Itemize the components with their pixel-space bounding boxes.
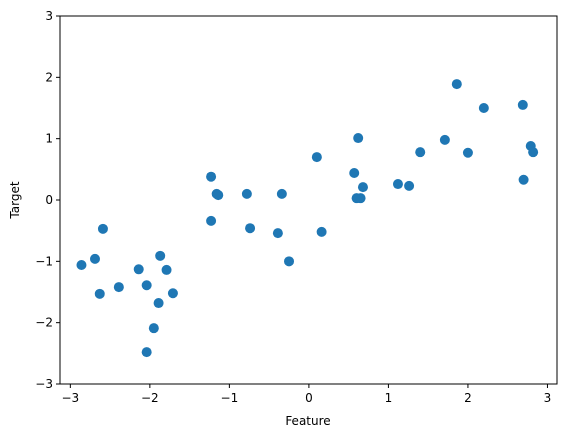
point (141, 280, 152, 291)
point (353, 133, 364, 144)
point (451, 79, 462, 90)
point (357, 182, 368, 193)
point (517, 99, 528, 110)
x-tick-label: 0 (305, 391, 313, 405)
y-tick-label: −3 (35, 377, 53, 391)
point (355, 193, 366, 204)
plot-frame (59, 15, 558, 385)
point (97, 223, 108, 234)
y-tick-label: −2 (35, 316, 53, 330)
point (148, 323, 159, 334)
x-tick-label: 2 (464, 391, 472, 405)
point (113, 282, 124, 293)
y-tick-label: 0 (45, 193, 53, 207)
x-tick-label: −2 (141, 391, 159, 405)
x-tick-label: 1 (385, 391, 393, 405)
point (404, 180, 415, 191)
point (392, 179, 403, 190)
x-tick-label: −3 (61, 391, 79, 405)
point (76, 260, 87, 271)
point (518, 174, 529, 185)
point (284, 256, 295, 267)
y-tick-label: −1 (35, 254, 53, 268)
point (161, 264, 172, 275)
point (213, 190, 224, 201)
x-tick-label: 3 (544, 391, 552, 405)
point (206, 171, 217, 182)
point (478, 103, 489, 113)
point (311, 152, 322, 163)
point (141, 347, 152, 358)
point (155, 250, 166, 261)
x-axis-title: Feature (285, 414, 330, 428)
y-tick-label: 1 (45, 132, 53, 146)
point (245, 223, 256, 234)
y-axis-title: Target (8, 181, 22, 219)
point (316, 226, 327, 237)
point (89, 253, 100, 264)
point (415, 147, 426, 158)
point (206, 215, 217, 226)
point (349, 168, 360, 179)
y-tick-label: 2 (45, 70, 53, 84)
point (241, 188, 252, 199)
point (133, 264, 144, 275)
point (528, 147, 539, 158)
point (272, 228, 283, 239)
y-tick-label: 3 (45, 9, 53, 23)
point (153, 298, 164, 309)
point (462, 147, 473, 158)
point (439, 134, 450, 145)
point (276, 188, 287, 199)
point (167, 288, 178, 299)
x-tick-label: −1 (221, 391, 239, 405)
point (94, 288, 105, 299)
